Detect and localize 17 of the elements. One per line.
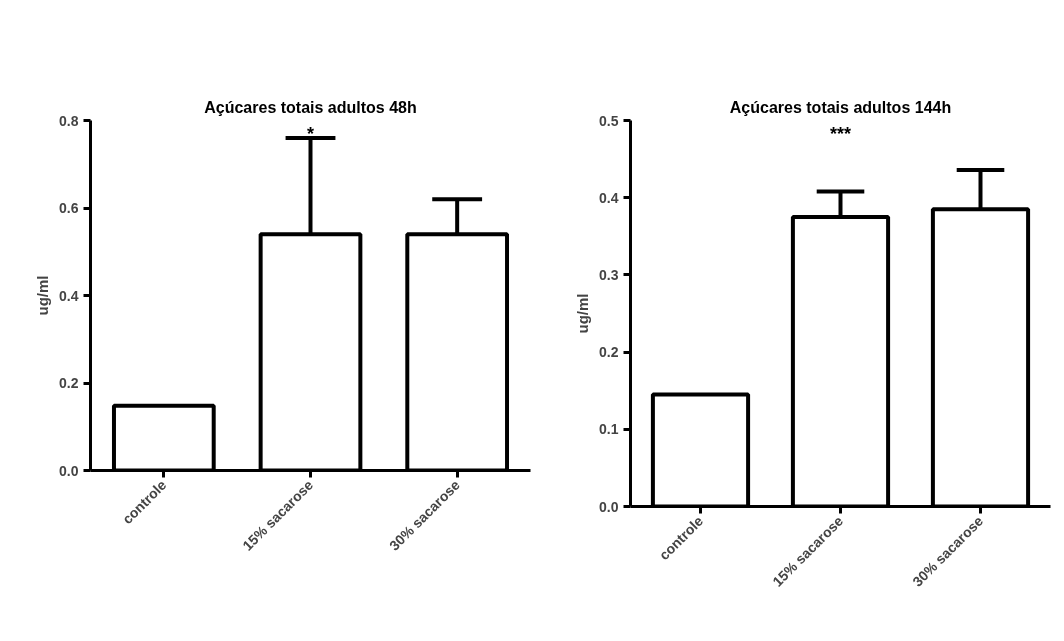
y-tick-label: 0.3 xyxy=(599,266,619,283)
y-tick-label: 0.8 xyxy=(59,112,79,129)
y-tick-label: 0.1 xyxy=(599,421,619,438)
annotation: * xyxy=(307,123,315,144)
y-tick-label: 0.6 xyxy=(59,200,79,216)
y-tick-label: 0.4 xyxy=(59,287,79,304)
annotation: *** xyxy=(829,123,852,144)
y-tick-label: 0.2 xyxy=(599,344,619,361)
y-axis-title: ug/ml xyxy=(574,293,592,334)
y-tick-label: 0.4 xyxy=(599,189,619,206)
y-tick-label: 0.0 xyxy=(599,498,619,515)
y-tick-label: 0.2 xyxy=(59,375,79,391)
chart-title: Açúcares totais adultos 48h xyxy=(204,98,417,116)
y-tick-label: 0.5 xyxy=(599,112,619,129)
y-axis-title: ug/ml xyxy=(34,275,52,316)
chart-title: Açúcares totais adultos 144h xyxy=(729,98,952,116)
y-tick-label: 0.0 xyxy=(59,462,79,479)
